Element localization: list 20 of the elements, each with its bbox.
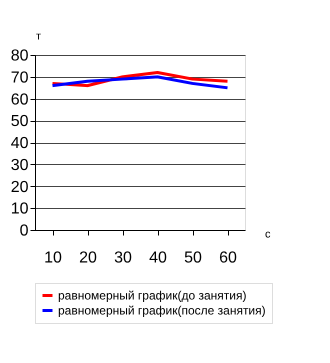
x-tick-label: 40 [149, 250, 167, 266]
y-tick-label: 40 [10, 135, 29, 152]
y-tick-label: 20 [10, 178, 29, 196]
x-tick-label: 20 [79, 250, 97, 266]
y-tick-label: 50 [10, 113, 29, 130]
x-tick-label: 50 [184, 250, 202, 266]
y-tick-label: 70 [10, 69, 29, 86]
x-tick-label: 60 [219, 250, 237, 266]
y-tick-label: 80 [10, 48, 29, 64]
legend-label: равномерный график(после занятия) [58, 304, 266, 318]
y-tick-label: 0 [20, 222, 29, 240]
line-series [51, 75, 229, 90]
x-tick-label: 30 [114, 250, 132, 266]
y-tick-label: 60 [10, 91, 29, 108]
x-axis-title: с [265, 228, 271, 240]
y-axis-title: т [36, 30, 42, 42]
x-tick-label: 10 [44, 250, 62, 266]
y-tick-label: 30 [10, 156, 29, 174]
y-tick-label: 10 [10, 200, 29, 218]
legend-label: равномерный график(до занятия) [58, 288, 246, 302]
